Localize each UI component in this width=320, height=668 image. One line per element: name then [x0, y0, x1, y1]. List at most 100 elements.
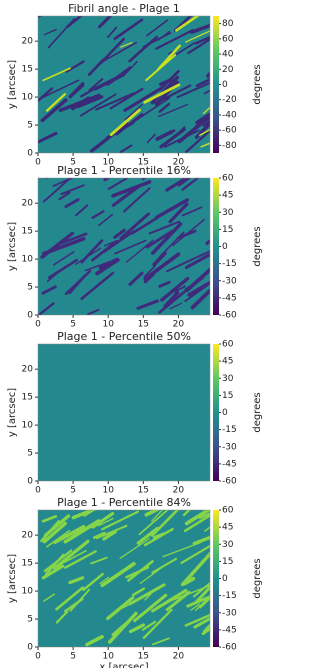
colorbar-tick-label: -60	[222, 126, 237, 136]
fibril-streak	[201, 627, 210, 636]
fibril-streak	[190, 23, 210, 34]
fibril-streak	[91, 240, 118, 262]
fibril-streak	[132, 587, 146, 597]
fibril-streak	[138, 510, 169, 536]
fibril-streak	[184, 252, 210, 269]
y-tick-label: 5	[27, 449, 33, 459]
fibril-streak	[41, 564, 65, 580]
fibril-streak	[176, 81, 210, 99]
fibril-streak	[195, 16, 198, 17]
fibril-streak	[203, 89, 210, 95]
fibril-streak	[107, 178, 128, 190]
x-axis-label: x [arcsec]	[99, 662, 148, 668]
colorbar-tick-label: -30	[222, 608, 237, 618]
y-tick-label: 10	[22, 421, 34, 431]
y-tick-label: 5	[27, 615, 33, 625]
fibril-streak	[43, 593, 55, 602]
fibril-streak	[63, 519, 101, 544]
fibril-streak	[40, 98, 68, 123]
x-tick-label: 5	[70, 652, 76, 662]
x-tick-label: 0	[35, 652, 41, 662]
y-axis-label: y [arcsec]	[7, 60, 18, 109]
fibril-streak	[198, 512, 210, 520]
colorbar-tick-label: 0	[222, 408, 228, 418]
fibril-streak	[101, 510, 139, 531]
colorbar-tick-label: -30	[222, 276, 237, 286]
fibril-streak	[114, 239, 147, 255]
fibril-streak	[85, 634, 104, 647]
fibril-streak	[150, 588, 188, 613]
fibril-streak	[204, 526, 210, 532]
fibril-streak	[109, 108, 141, 137]
fibril-streak	[158, 102, 171, 113]
fibril-streak	[202, 106, 210, 115]
fibril-streak	[165, 590, 191, 612]
colorbar-tick-label: 20	[222, 65, 234, 75]
fibril-streak	[55, 586, 85, 611]
fibril-streak	[157, 44, 181, 71]
y-tick-label: 20	[22, 199, 34, 209]
colorbar-tick-label: 0	[222, 574, 228, 584]
fibril-streak	[182, 510, 191, 517]
fibril-streak	[155, 29, 194, 50]
fibril-streak	[145, 19, 169, 37]
y-tick-label: 5	[27, 121, 33, 131]
y-tick-label: 5	[27, 283, 33, 293]
fibril-streak	[195, 112, 210, 125]
fibril-streak	[106, 66, 132, 86]
fibril-streak	[133, 96, 171, 123]
fibril-streak	[175, 16, 200, 32]
fibril-streak	[42, 67, 71, 82]
fibril-streak	[190, 603, 200, 611]
colorbar-tick-label: 80	[222, 19, 234, 29]
y-axis-label: y [arcsec]	[7, 388, 18, 437]
fibril-streak	[155, 130, 174, 141]
colorbar-tick-label: -80	[222, 141, 237, 151]
image-frame	[37, 177, 211, 316]
fibril-streak	[58, 232, 88, 245]
colorbar-tick-label: -45	[222, 625, 237, 635]
fibril-streak	[41, 236, 86, 256]
fibril-streak	[160, 276, 190, 302]
fibril-streak	[158, 103, 188, 118]
panel-title: Plage 1 - Percentile 50%	[57, 330, 191, 343]
fibril-streak	[202, 623, 210, 633]
fibril-streak	[166, 253, 205, 273]
fibril-streak	[99, 37, 126, 65]
x-tick-label: 15	[138, 158, 149, 168]
fibril-streak	[186, 595, 210, 608]
fibril-streak	[98, 257, 119, 270]
fibril-streak	[142, 32, 172, 48]
fibril-streak	[192, 535, 210, 546]
panel-title: Fibril angle - Plage 1	[68, 2, 180, 15]
fibril-streak	[184, 613, 210, 627]
image-frame	[37, 343, 211, 482]
fibril-streak	[124, 104, 143, 121]
y-tick-label: 15	[22, 393, 33, 403]
fibril-streak	[194, 121, 210, 139]
y-tick-label: 20	[22, 531, 34, 541]
figure: Fibril angle - Plage 1 0 5 10 15 20 0 5 10 15 20 y …	[7, 2, 263, 668]
colorbar-tick-label: 30	[222, 208, 234, 218]
fibril-streak	[194, 35, 210, 45]
fibril-streak	[95, 92, 135, 111]
colorbar-tick-label: 0	[222, 80, 228, 90]
fibril-streak	[143, 83, 181, 104]
fibril-streak	[159, 70, 180, 91]
fibril-streak	[88, 78, 104, 92]
image-background	[38, 344, 210, 481]
colorbar-tick-label: 45	[222, 523, 233, 533]
fibril-streak	[146, 133, 156, 144]
fibril-streak	[177, 229, 197, 239]
fibril-streak	[65, 60, 85, 73]
fibril-streak	[52, 539, 90, 570]
colorbar	[213, 178, 219, 315]
colorbar-tick-label: 0	[222, 242, 228, 252]
fibril-streak	[181, 178, 200, 191]
colorbar-tick-label: 60	[222, 340, 234, 350]
colorbar-tick-label: -45	[222, 293, 237, 303]
fibril-streak	[187, 37, 210, 55]
x-tick-label: 0	[35, 320, 41, 330]
colorbar-tick-label: -60	[222, 311, 237, 321]
fibril-streak	[102, 530, 117, 541]
